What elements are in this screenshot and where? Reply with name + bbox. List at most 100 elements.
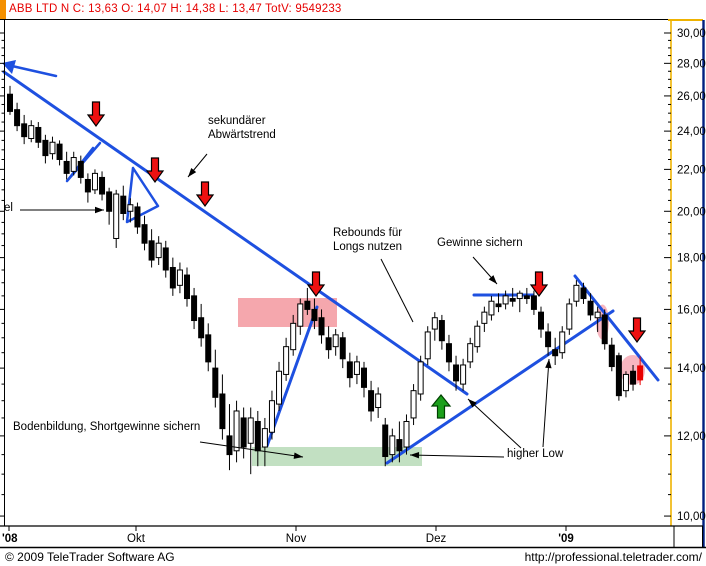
candle-body — [70, 157, 77, 172]
candle-body — [325, 337, 332, 351]
candle-body — [339, 337, 346, 360]
time-axis-label: Okt — [127, 533, 146, 545]
candle-body — [481, 311, 488, 324]
price-axis-label: 18,00 — [677, 253, 706, 265]
sell-signal-arrow-icon — [145, 157, 165, 184]
candle-body — [14, 109, 21, 127]
candle-body — [113, 193, 120, 239]
candles — [7, 85, 644, 475]
sell-signal-arrow-icon — [306, 271, 326, 298]
candle-body — [389, 435, 396, 456]
annotation-rebounds-line2: Longs nutzen — [333, 241, 403, 253]
boden-pointer — [199, 441, 304, 458]
candle-body — [148, 240, 155, 261]
higherlow-pointer-mid-head — [468, 399, 477, 408]
candle-body — [559, 331, 566, 354]
higherlow-pointer-up-head — [545, 359, 552, 369]
candle-body — [311, 308, 318, 322]
higherlow-pointer-left-head — [410, 451, 420, 459]
candle-body — [615, 355, 622, 397]
price-axis-label: 16,00 — [677, 304, 706, 316]
candle-body — [35, 126, 42, 143]
primary-downtrend-line — [2, 70, 469, 396]
candle-body — [49, 141, 56, 155]
annotation-bodenbildung: Bodenbildung, Shortgewinne sichern — [13, 421, 201, 433]
candle-body — [84, 178, 91, 193]
candle-body — [566, 303, 573, 330]
candle-body — [382, 424, 389, 458]
candle-body — [28, 125, 35, 140]
sell-signal-arrow-icon — [529, 271, 549, 298]
candle-body — [573, 284, 580, 302]
candle-body — [410, 390, 417, 419]
annotation-higher-low: higher Low — [507, 448, 564, 460]
candle-body — [212, 367, 219, 398]
price-axis-label: 28,00 — [677, 58, 706, 70]
sell-signal-arrow-icon — [627, 317, 647, 344]
candle-body — [162, 247, 169, 271]
candle-body — [467, 343, 474, 363]
rebound-pole-line — [265, 305, 319, 448]
footer-copyright: © 2009 TeleTrader Software AG — [5, 550, 175, 564]
price-axis-label: 10,00 — [677, 511, 706, 523]
candle-body — [276, 370, 283, 405]
candle-body — [630, 370, 637, 385]
trend-start-pointer-line-head — [2, 60, 16, 74]
buy-signal-arrow-icon — [430, 394, 452, 419]
candle-body — [417, 361, 424, 395]
gewinne-pointer-head — [488, 275, 497, 284]
price-axis-label: 14,00 — [677, 363, 706, 375]
footer-url[interactable]: http://professional.teletrader.com/ — [524, 550, 702, 564]
candle-body — [226, 435, 233, 456]
candle-body — [438, 320, 445, 342]
annotation-downtrend-line2: Abwärtstrend — [208, 129, 276, 141]
candle-body — [509, 298, 516, 302]
price-axis-label: 24,00 — [677, 126, 706, 138]
candle-body — [247, 417, 254, 444]
candle-body — [361, 367, 367, 388]
candle-body — [268, 400, 275, 433]
candle-body — [176, 269, 183, 286]
rebounds-pointer — [380, 258, 414, 323]
candle-body — [77, 160, 84, 178]
candle-body — [488, 300, 495, 316]
candle-body — [184, 274, 190, 300]
trend-label-pointer-head — [188, 168, 197, 177]
candle-body — [538, 311, 544, 330]
candle-body — [332, 334, 339, 348]
candle-body — [424, 331, 431, 360]
candle-body — [375, 393, 382, 409]
candle-body — [63, 160, 70, 174]
time-axis-label: '08 — [2, 533, 18, 545]
annotation-rebounds-line1: Rebounds für — [333, 227, 403, 239]
candle-body — [431, 317, 438, 330]
candle-body — [594, 311, 601, 319]
candle-body — [608, 344, 615, 368]
time-axis-label: Dez — [426, 533, 447, 545]
candle-body — [516, 292, 523, 300]
annotation-gewinne: Gewinne sichern — [437, 237, 523, 249]
candle-body — [297, 303, 304, 327]
rising-support-line — [385, 309, 615, 465]
candle-body — [523, 295, 530, 300]
price-axis-label: 20,00 — [677, 206, 706, 218]
el-pointer-head — [95, 206, 104, 214]
candle-body — [445, 343, 452, 363]
candle-body — [545, 331, 552, 348]
higherlow-pointer-up — [542, 358, 550, 448]
candle-body — [134, 206, 141, 228]
candle-body — [91, 172, 98, 191]
candle-body — [460, 364, 467, 385]
candle-body — [106, 191, 113, 212]
candle-body — [169, 266, 176, 289]
candle-body — [205, 334, 212, 363]
candle-body — [290, 322, 297, 351]
candle-body — [637, 365, 644, 381]
candle-body — [191, 295, 198, 322]
price-axis-label: 22,00 — [677, 164, 706, 176]
price-axis-label: 12,00 — [677, 431, 706, 443]
axes: 10,00 12,00 14,00 16,00 18,00 20,00 22,00 24,00… — [0, 19, 706, 549]
candle-body — [127, 204, 134, 212]
pennant-1 — [65, 141, 102, 183]
